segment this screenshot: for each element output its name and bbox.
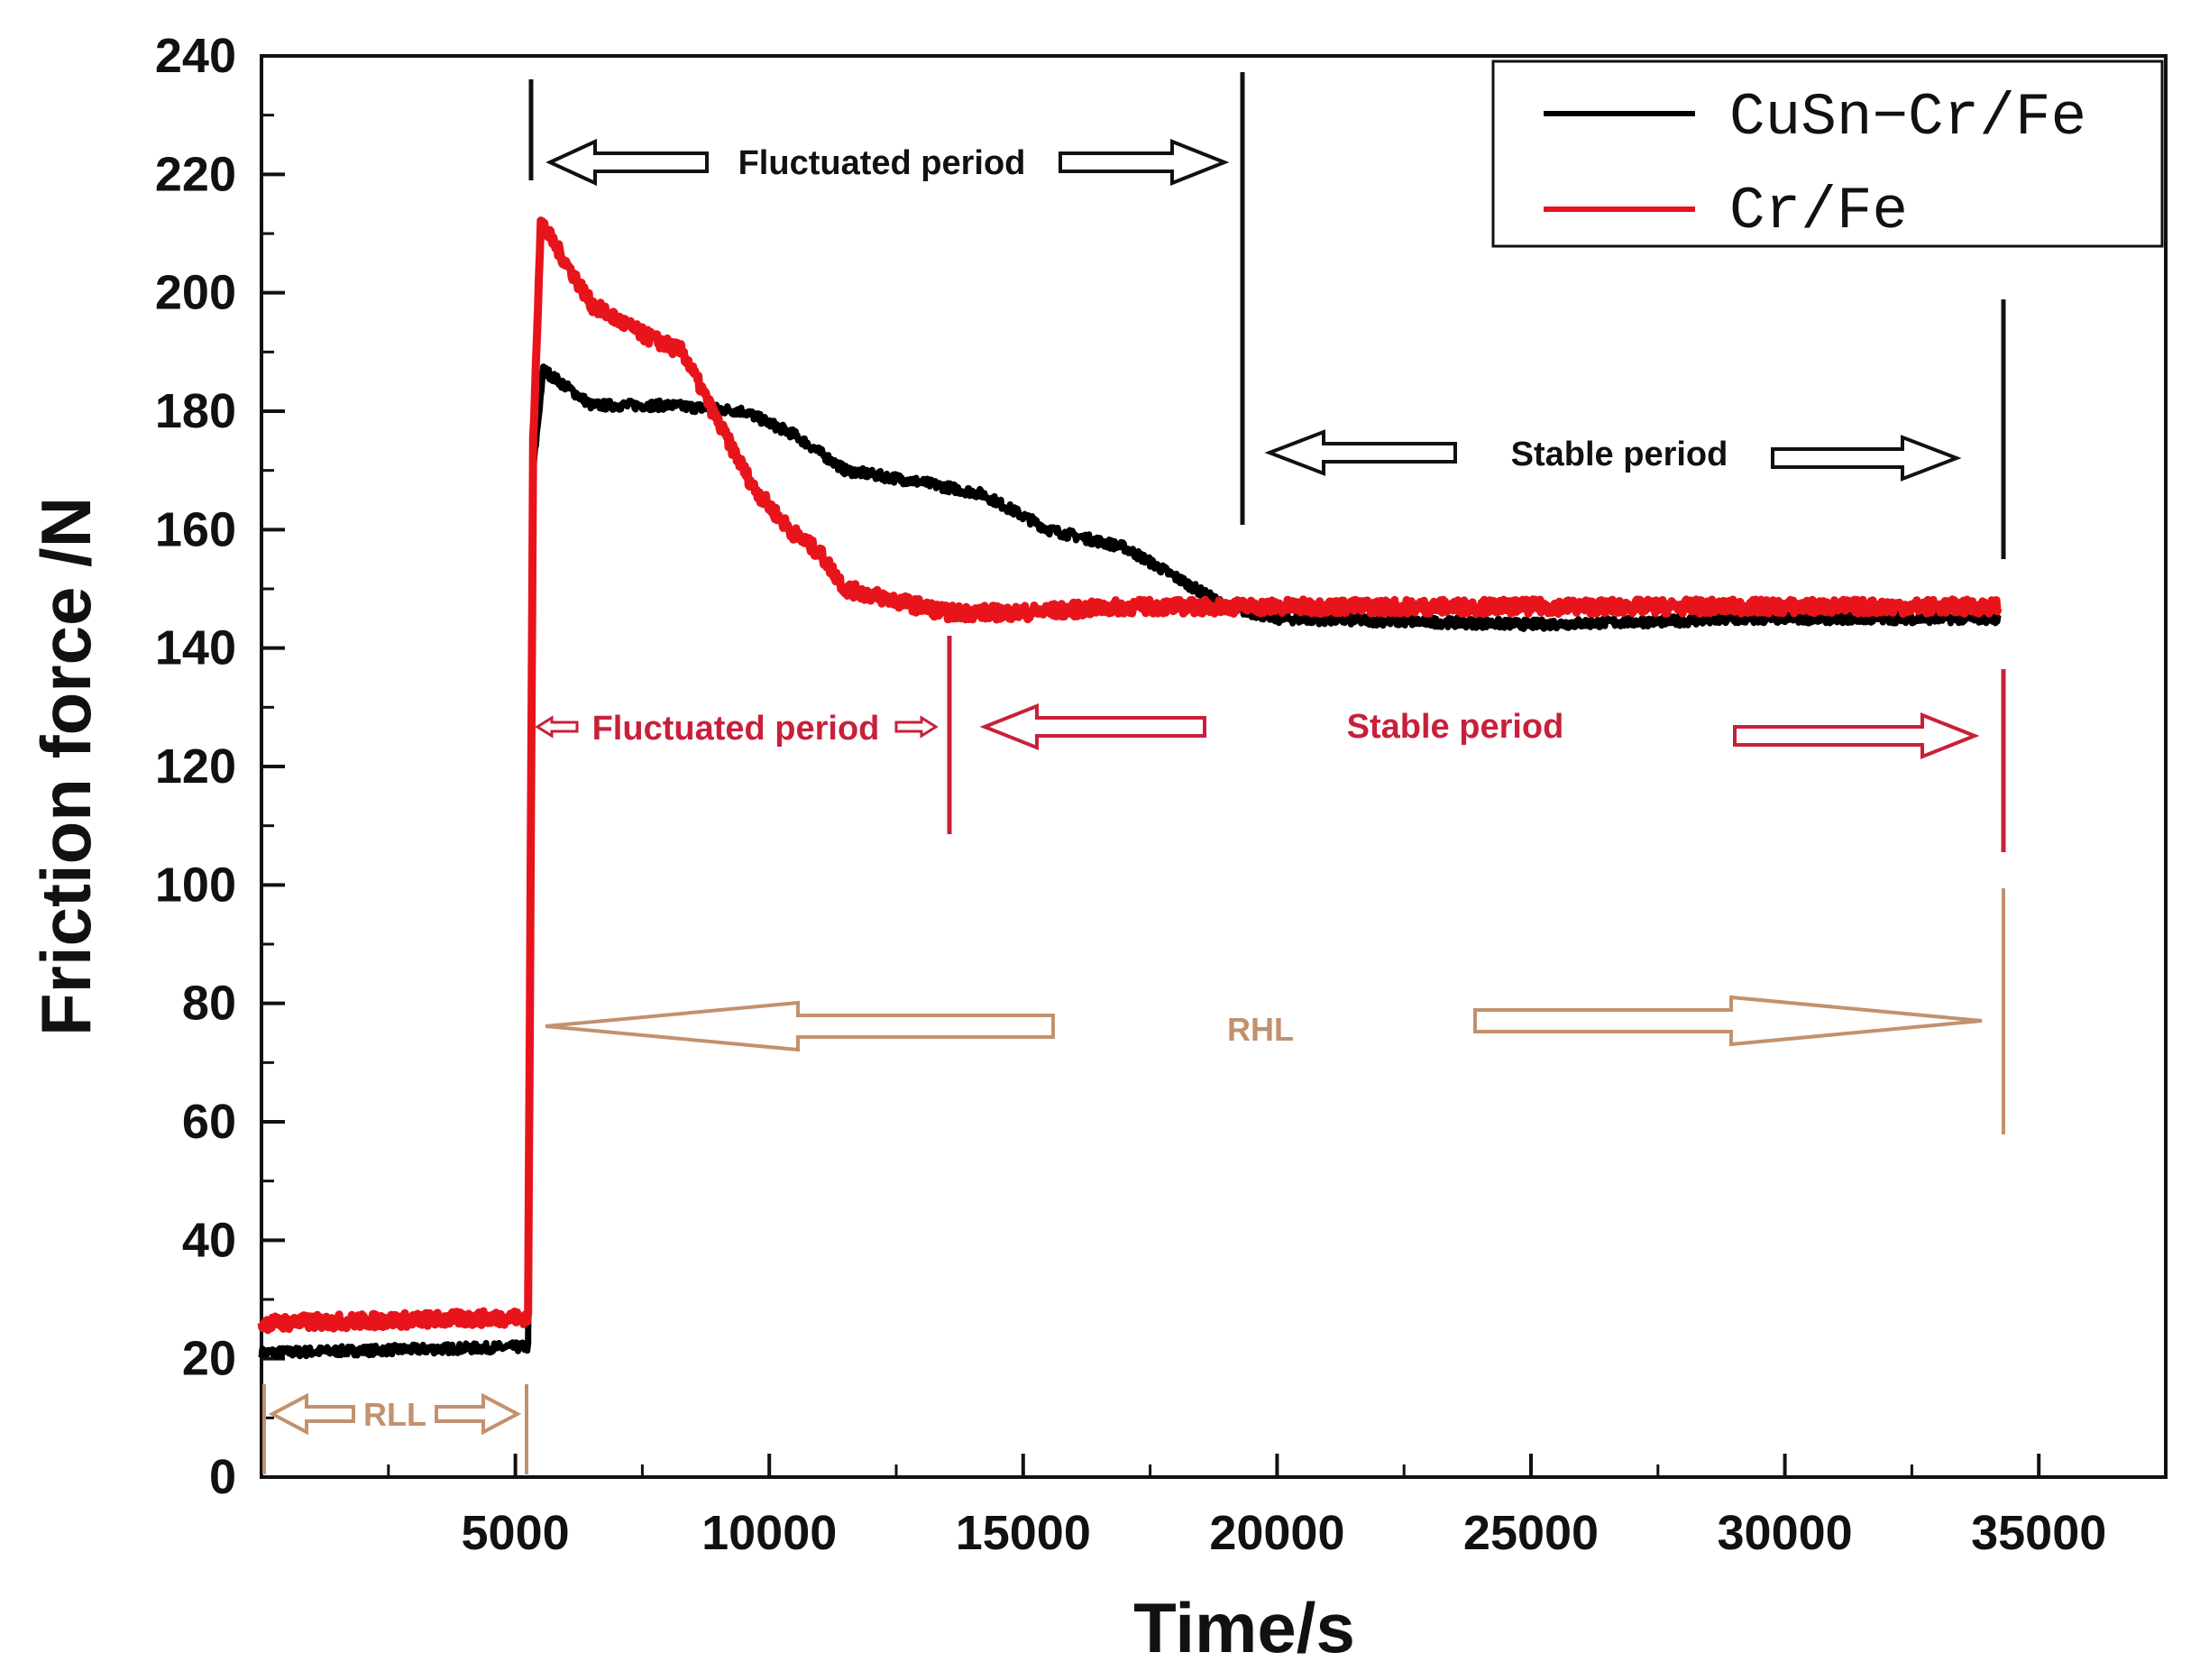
- y-tick-label: 20: [182, 1332, 236, 1386]
- black-fluctuated-left-arrow: [545, 138, 709, 187]
- series-line-cr-fe: [257, 216, 2003, 1335]
- x-tick-label: 20000: [1209, 1506, 1344, 1560]
- black-stable-left-arrow: [1264, 429, 1457, 476]
- series-layer: [257, 216, 2003, 1360]
- y-tick-label: 160: [155, 502, 236, 556]
- rll-label: RLL: [363, 1396, 426, 1433]
- x-tick-label: 5000: [462, 1506, 570, 1560]
- x-tick-label: 25000: [1463, 1506, 1599, 1560]
- red-stable-label: Stable period: [1347, 708, 1564, 746]
- red-fluctuated-label: Fluctuated period: [592, 710, 880, 748]
- y-tick-label: 200: [155, 266, 236, 320]
- plot-frame: [260, 54, 2168, 1479]
- axis-ticks: [261, 54, 2168, 1479]
- y-tick-label: 80: [182, 977, 236, 1031]
- y-axis-title: Friction force /N: [26, 497, 105, 1036]
- legend: CuSn−Cr/Fe Cr/Fe: [1491, 60, 2164, 248]
- y-tick-label: 120: [155, 739, 236, 794]
- red-period-annotations: Fluctuated period Stable period: [535, 636, 2006, 852]
- rhl-left-arrow: [545, 1000, 1055, 1052]
- y-tick-labels: 0 20 40 60 80 100 120 140 160 180 200 220 240: [155, 29, 236, 1504]
- x-tick-label: 15000: [956, 1506, 1091, 1560]
- series-line-cusn-cr-fe: [258, 363, 2002, 1360]
- x-tick-labels: 5000 10000 15000 20000 25000 30000 35000: [462, 1506, 2107, 1560]
- y-tick-label: 140: [155, 621, 236, 675]
- black-stable-right-arrow: [1771, 435, 1962, 482]
- red-fluctuated-right-arrow: [894, 715, 939, 739]
- x-tick-label: 35000: [1971, 1506, 2106, 1560]
- y-tick-label: 220: [155, 147, 236, 201]
- y-tick-label: 180: [155, 384, 236, 438]
- black-fluctuated-right-arrow: [1059, 139, 1230, 186]
- red-stable-right-arrow: [1733, 712, 1980, 759]
- x-tick-label: 10000: [701, 1506, 837, 1560]
- rhl-right-arrow: [1473, 995, 1983, 1047]
- y-tick-label: 0: [209, 1450, 236, 1504]
- y-tick-label: 60: [182, 1095, 236, 1149]
- legend-label-cusn-cr-fe: CuSn−Cr/Fe: [1729, 84, 2086, 151]
- load-regime-annotations: RLL RHL: [262, 888, 2005, 1474]
- legend-box: [1491, 60, 2164, 248]
- rhl-label: RHL: [1227, 1011, 1294, 1048]
- legend-label-cr-fe: Cr/Fe: [1729, 178, 1908, 245]
- black-period-annotations: Fluctuated period Stable period: [528, 72, 2006, 559]
- red-fluctuated-left-arrow: [535, 715, 579, 739]
- red-stable-left-arrow: [979, 703, 1206, 750]
- black-fluctuated-label: Fluctuated period: [738, 144, 1026, 182]
- y-tick-label: 240: [155, 29, 236, 83]
- x-tick-label: 30000: [1718, 1506, 1853, 1560]
- rll-left-arrow: [268, 1392, 355, 1436]
- y-tick-label: 100: [155, 858, 236, 912]
- x-axis-title: Time/s: [1133, 1588, 1355, 1667]
- y-tick-label: 40: [182, 1213, 236, 1267]
- rll-right-arrow: [435, 1392, 522, 1436]
- black-stable-label: Stable period: [1511, 436, 1728, 473]
